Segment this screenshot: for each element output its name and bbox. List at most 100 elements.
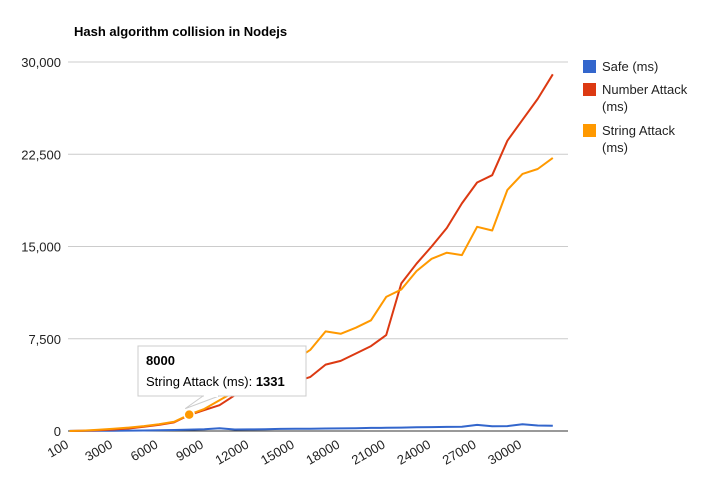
legend-swatch[interactable] xyxy=(583,124,596,137)
data-point xyxy=(461,202,463,204)
series-line-2 xyxy=(69,157,554,432)
data-point xyxy=(476,226,478,228)
tooltip: 8000 String Attack (ms): 1331 xyxy=(137,345,307,410)
chart-title: Hash algorithm collision in Nodejs xyxy=(74,24,287,39)
data-point xyxy=(491,174,493,176)
data-point xyxy=(370,345,372,347)
data-point xyxy=(127,426,129,428)
data-point xyxy=(127,429,129,431)
legend-swatch[interactable] xyxy=(583,60,596,73)
tooltip-label: String Attack (ms): 1331 xyxy=(146,374,285,389)
x-axis-ticks: 100 3000 6000 9000 12000 15000 18000 21000 24000… xyxy=(45,437,524,468)
data-point xyxy=(385,427,387,429)
legend-label[interactable]: Safe (ms) xyxy=(602,59,658,74)
data-point xyxy=(340,333,342,335)
data-point xyxy=(461,425,463,427)
data-point xyxy=(400,288,402,290)
data-point xyxy=(491,229,493,231)
data-point xyxy=(385,296,387,298)
data-point xyxy=(143,425,145,427)
data-point xyxy=(203,428,205,430)
data-point xyxy=(506,425,508,427)
data-point xyxy=(385,334,387,336)
data-point xyxy=(355,326,357,328)
data-point xyxy=(400,282,402,284)
x-tick-label: 100 xyxy=(45,437,71,461)
x-tick-label: 9000 xyxy=(173,437,206,464)
data-point xyxy=(218,404,220,406)
data-point xyxy=(521,119,523,121)
legend-label-line: (ms) xyxy=(602,99,628,114)
data-point xyxy=(370,319,372,321)
data-point xyxy=(415,270,417,272)
data-point xyxy=(536,98,538,100)
x-tick-label: 27000 xyxy=(440,437,479,468)
data-point xyxy=(203,408,205,410)
data-point xyxy=(552,157,554,159)
x-tick-label: 30000 xyxy=(485,437,524,468)
data-point xyxy=(294,428,296,430)
y-tick-label: 7,500 xyxy=(28,332,61,347)
data-point xyxy=(521,423,523,425)
data-point xyxy=(249,428,251,430)
data-point xyxy=(476,424,478,426)
data-point xyxy=(552,425,554,427)
data-point xyxy=(324,427,326,429)
y-tick-label: 30,000 xyxy=(21,55,61,70)
legend-label-line: String Attack xyxy=(602,123,675,138)
data-point xyxy=(340,360,342,362)
data-point xyxy=(68,430,70,432)
legend[interactable]: Safe (ms) Number Attack (ms) String Attack (… xyxy=(583,59,688,155)
data-point xyxy=(97,429,99,431)
x-tick-label: 3000 xyxy=(82,437,115,464)
data-point xyxy=(506,140,508,142)
data-point xyxy=(218,427,220,429)
data-point xyxy=(536,424,538,426)
data-point xyxy=(309,376,311,378)
data-point xyxy=(309,427,311,429)
tooltip-value: 1331 xyxy=(256,374,285,389)
legend-swatch[interactable] xyxy=(583,83,596,96)
tooltip-series-label: String Attack (ms): xyxy=(146,374,252,389)
grid xyxy=(68,61,568,432)
data-point xyxy=(446,251,448,253)
data-point xyxy=(173,421,175,423)
x-tick-label: 6000 xyxy=(128,437,161,464)
y-tick-label: 22,500 xyxy=(21,147,61,162)
legend-label[interactable]: Number Attack (ms) xyxy=(602,82,688,114)
tooltip-box xyxy=(137,345,307,397)
data-point xyxy=(158,423,160,425)
data-point xyxy=(430,258,432,260)
highlighted-point[interactable] xyxy=(183,408,195,421)
data-point xyxy=(400,426,402,428)
x-tick-label: 18000 xyxy=(303,437,342,468)
tooltip-title: 8000 xyxy=(146,353,175,368)
data-point xyxy=(324,330,326,332)
data-point xyxy=(461,254,463,256)
series-line-0 xyxy=(69,423,553,432)
data-point xyxy=(233,428,235,430)
data-point xyxy=(264,428,266,430)
data-point xyxy=(82,429,84,431)
data-point xyxy=(355,427,357,429)
data-point xyxy=(279,428,281,430)
data-point xyxy=(340,427,342,429)
legend-label-line: Number Attack xyxy=(602,82,688,97)
data-point xyxy=(112,428,114,430)
data-point xyxy=(506,189,508,191)
data-point xyxy=(536,168,538,170)
data-point xyxy=(355,352,357,354)
x-tick-label: 15000 xyxy=(258,437,297,468)
data-point xyxy=(143,429,145,431)
data-point xyxy=(446,227,448,229)
data-point xyxy=(324,363,326,365)
legend-label[interactable]: String Attack (ms) xyxy=(602,123,675,155)
data-point xyxy=(218,399,220,401)
data-point xyxy=(415,426,417,428)
x-tick-label: 21000 xyxy=(349,437,388,468)
data-point xyxy=(552,73,554,75)
x-tick-label: 24000 xyxy=(394,437,433,468)
data-point xyxy=(415,263,417,265)
data-point xyxy=(188,428,190,430)
